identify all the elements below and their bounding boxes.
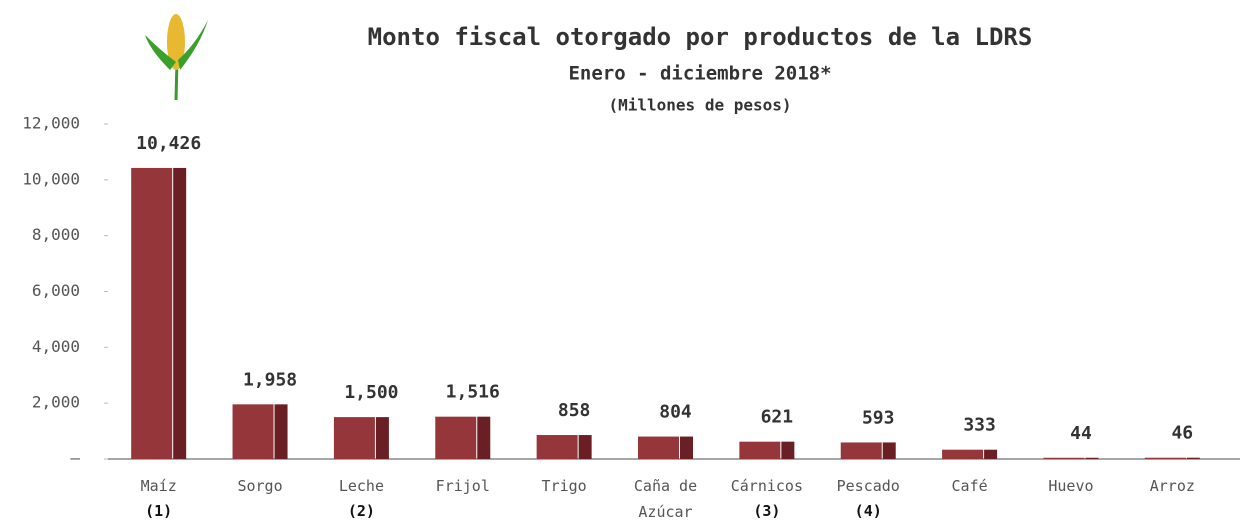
x-tick-label: Pescado <box>836 477 900 495</box>
y-tick-label: 4,000 <box>32 337 80 356</box>
chart-subtitle: Enero - diciembre 2018* <box>568 63 831 85</box>
x-tick-label: Café <box>951 477 988 495</box>
footnote-marker: (3) <box>753 502 781 520</box>
footnote-marker: (2) <box>347 502 375 520</box>
bar-side <box>1186 457 1200 459</box>
bar-side <box>274 404 288 459</box>
x-tick-label: Frijol <box>435 477 490 495</box>
bar <box>1144 457 1200 459</box>
y-tick-label: 10,000 <box>22 169 80 188</box>
x-tick-label: Sorgo <box>237 477 283 495</box>
bar-side <box>173 167 187 459</box>
bar-face <box>333 417 375 459</box>
bar-side <box>781 441 795 459</box>
bar <box>536 435 592 459</box>
x-tick-label: Arroz <box>1149 477 1195 495</box>
data-label: 1,958 <box>243 369 297 390</box>
bar <box>638 436 693 459</box>
bar <box>333 417 389 459</box>
bar-side <box>984 449 998 459</box>
data-label: 1,516 <box>446 382 500 403</box>
data-label: 44 <box>1070 423 1092 444</box>
footnote-marker: (1) <box>145 502 173 520</box>
bar <box>739 441 795 459</box>
bar <box>435 416 491 459</box>
corn-icon <box>145 14 208 101</box>
y-tick-label: 8,000 <box>32 225 80 244</box>
data-label: 10,426 <box>136 133 201 154</box>
bar-face <box>1043 457 1085 459</box>
bar-face <box>638 436 679 459</box>
bar-face <box>131 167 173 459</box>
data-label: 333 <box>963 415 996 436</box>
data-label: 858 <box>558 400 591 421</box>
bar-face <box>1144 457 1186 459</box>
bar-side <box>1085 457 1099 459</box>
data-label: 621 <box>761 407 794 428</box>
bar-side <box>477 416 491 459</box>
data-label: 46 <box>1171 423 1193 444</box>
chart-title: Monto fiscal otorgado por productos de l… <box>368 23 1033 51</box>
data-label: 804 <box>659 402 692 423</box>
x-tick-label: Huevo <box>1048 477 1094 495</box>
y-tick-label: 6,000 <box>32 281 80 300</box>
bar-face <box>536 435 578 459</box>
bar <box>840 442 896 459</box>
unit-label: (Millones de pesos) <box>608 96 791 115</box>
bar-face <box>232 404 274 459</box>
x-tick-label: Trigo <box>541 477 587 495</box>
y-tick-label: 2,000 <box>32 393 80 412</box>
y-tick-label: – <box>70 449 80 468</box>
y-tick-label: 12,000 <box>22 114 80 133</box>
footnote-marker: (4) <box>854 502 882 520</box>
bar-face <box>840 442 882 459</box>
bar <box>1043 457 1099 459</box>
bar-side <box>375 417 389 459</box>
bar-side <box>578 435 592 459</box>
bar-side <box>680 436 693 459</box>
x-tick-label: Cárnicos <box>730 477 803 495</box>
x-tick-label: Maíz <box>140 477 177 495</box>
bar-face <box>739 441 781 459</box>
bar <box>942 449 998 459</box>
bar-face <box>435 416 477 459</box>
data-label: 1,500 <box>344 382 398 403</box>
x-tick-label: Caña de Azúcar <box>633 477 698 521</box>
bar <box>232 404 288 459</box>
bar-side <box>882 442 896 459</box>
bar-face <box>942 449 984 459</box>
bar <box>131 167 187 459</box>
data-label: 593 <box>862 407 895 428</box>
x-tick-label: Leche <box>338 477 384 495</box>
